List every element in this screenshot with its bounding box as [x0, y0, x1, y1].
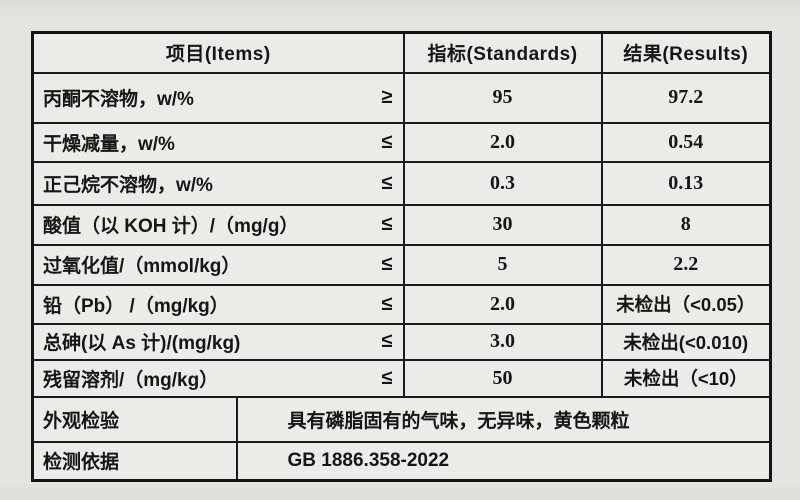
table-header-row: 项目(Items) 指标(Standards) 结果(Results) [31, 31, 772, 74]
test-basis-row: 检测依据 GB 1886.358-2022 [31, 440, 772, 482]
item-cell: 过氧化值/（mmol/kg） ≤ [31, 243, 405, 286]
item-cell: 酸值（以 KOH 计）/（mg/g） ≤ [31, 203, 405, 246]
table-row: 丙酮不溶物，w/% ≥ 95 97.2 [31, 71, 772, 124]
item-label: 铅（Pb） /（mg/kg） [43, 295, 229, 317]
table-row: 残留溶剂/（mg/kg） ≤ 50 未检出（<10） [31, 358, 772, 398]
standard-value: 3.0 [402, 322, 603, 361]
comparison-operator: ≤ [381, 213, 393, 235]
comparison-operator: ≤ [381, 171, 393, 194]
comparison-operator: ≤ [381, 330, 393, 352]
standard-value: 2.0 [402, 283, 603, 325]
col-header-standards: 指标(Standards) [402, 31, 603, 74]
table-row: 总砷(以 As 计)/(mg/kg) ≤ 3.0 未检出(<0.010) [31, 322, 772, 361]
result-value: 8 [600, 203, 772, 246]
result-value: 2.2 [600, 243, 772, 286]
test-basis-value: GB 1886.358-2022 [235, 440, 772, 482]
item-cell: 总砷(以 As 计)/(mg/kg) ≤ [31, 322, 405, 361]
result-value: 未检出(<0.010) [600, 322, 772, 361]
item-label: 总砷(以 As 计)/(mg/kg) [43, 333, 241, 354]
standard-value: 95 [402, 71, 603, 124]
table-row: 过氧化值/（mmol/kg） ≤ 5 2.2 [31, 243, 772, 286]
table-row: 干燥减量，w/% ≤ 2.0 0.54 [31, 121, 772, 163]
standard-value: 2.0 [402, 121, 603, 163]
appearance-label: 外观检验 [31, 395, 238, 443]
result-value: 未检出（<0.05） [600, 283, 772, 325]
table-row: 铅（Pb） /（mg/kg） ≤ 2.0 未检出（<0.05） [31, 283, 772, 325]
item-label: 正己烷不溶物，w/% [43, 174, 213, 196]
comparison-operator: ≤ [381, 130, 393, 153]
comparison-operator: ≥ [381, 86, 393, 108]
item-label: 丙酮不溶物，w/% [43, 89, 194, 110]
result-value: 0.54 [600, 121, 772, 163]
appearance-value: 具有磷脂固有的气味，无异味，黄色颗粒 [235, 395, 772, 443]
item-label: 残留溶剂/（mg/kg） [43, 369, 219, 391]
comparison-operator: ≤ [381, 253, 393, 275]
scanned-report-sheet: 项目(Items) 指标(Standards) 结果(Results) 丙酮不溶… [31, 31, 773, 482]
item-cell: 铅（Pb） /（mg/kg） ≤ [31, 283, 405, 325]
table-row: 正己烷不溶物，w/% ≤ 0.3 0.13 [31, 160, 772, 206]
item-cell: 残留溶剂/（mg/kg） ≤ [31, 358, 405, 398]
col-header-results: 结果(Results) [600, 31, 772, 74]
result-value: 未检出（<10） [600, 358, 772, 398]
item-label: 过氧化值/（mmol/kg） [43, 256, 241, 277]
col-header-items: 项目(Items) [31, 31, 405, 74]
standard-value: 50 [402, 358, 603, 398]
standard-value: 30 [402, 203, 603, 246]
item-label: 干燥减量，w/% [43, 133, 175, 155]
inspection-table: 项目(Items) 指标(Standards) 结果(Results) 丙酮不溶… [31, 31, 773, 482]
comparison-operator: ≤ [381, 366, 393, 389]
comparison-operator: ≤ [381, 292, 393, 315]
table-row: 酸值（以 KOH 计）/（mg/g） ≤ 30 8 [31, 203, 772, 246]
standard-value: 5 [402, 243, 603, 286]
result-value: 97.2 [600, 71, 772, 124]
item-cell: 干燥减量，w/% ≤ [31, 121, 405, 163]
item-cell: 正己烷不溶物，w/% ≤ [31, 160, 405, 206]
item-label: 酸值（以 KOH 计）/（mg/g） [43, 216, 299, 237]
item-cell: 丙酮不溶物，w/% ≥ [31, 71, 405, 124]
result-value: 0.13 [600, 160, 772, 206]
standard-value: 0.3 [402, 160, 603, 206]
appearance-row: 外观检验 具有磷脂固有的气味，无异味，黄色颗粒 [31, 395, 772, 443]
test-basis-label: 检测依据 [31, 440, 238, 482]
